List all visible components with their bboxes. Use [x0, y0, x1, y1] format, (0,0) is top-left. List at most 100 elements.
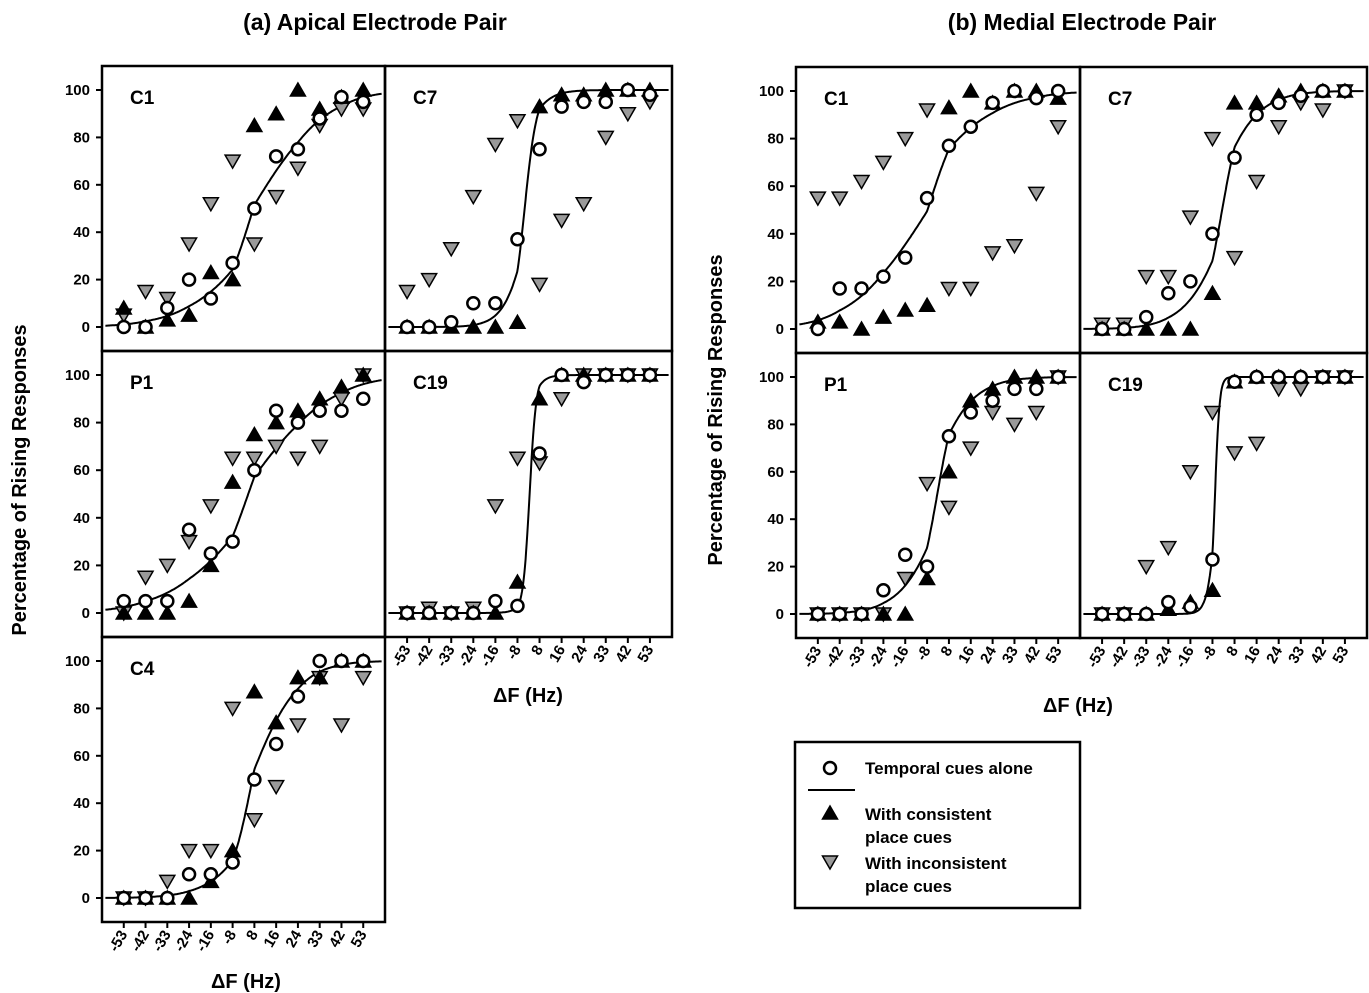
point-temporal: [225, 255, 240, 271]
point-temporal: [1161, 594, 1176, 610]
fit-curve: [1083, 376, 1364, 615]
y-axis-label-a: Percentage of Rising Responses: [9, 324, 31, 635]
point-temporal: [225, 855, 240, 870]
panel-b-c19: C19 -53-42-33-24-16 -8 8 16 24 33 42 53: [1078, 351, 1369, 671]
y-tick-label: 40: [73, 795, 90, 812]
point-inconsistent: [1005, 238, 1024, 255]
fit-curve: [105, 660, 382, 899]
point-inconsistent: [202, 197, 220, 213]
x-tick-label: 42: [1307, 644, 1330, 667]
point-temporal: [1337, 369, 1353, 385]
point-temporal: [203, 546, 219, 561]
point-consistent: [1203, 284, 1222, 301]
point-inconsistent: [289, 451, 307, 467]
x-tick-label: -24: [171, 927, 197, 955]
x-tick-label: -33: [149, 928, 175, 955]
point-consistent: [1159, 320, 1178, 336]
point-inconsistent: [332, 718, 351, 734]
point-temporal: [1271, 369, 1286, 385]
point-temporal: [181, 867, 197, 882]
point-inconsistent: [1247, 174, 1266, 190]
point-consistent: [354, 366, 373, 382]
point-inconsistent: [830, 191, 849, 207]
point-temporal: [138, 890, 153, 906]
point-inconsistent: [136, 284, 155, 300]
point-inconsistent: [158, 291, 177, 308]
x-tick-label: -33: [843, 644, 869, 671]
point-temporal: [1293, 369, 1309, 385]
point-inconsistent: [289, 161, 307, 177]
x-tick-label: -33: [433, 643, 459, 670]
point-temporal: [876, 583, 891, 598]
point-consistent: [245, 425, 264, 442]
y-tick-label: 0: [776, 321, 784, 338]
y-tick-label: 20: [73, 843, 90, 860]
point-consistent: [508, 573, 527, 589]
point-inconsistent: [245, 237, 264, 253]
y-tick-label: 100: [759, 83, 784, 100]
point-consistent: [289, 81, 307, 97]
x-tick-label: 16: [1241, 644, 1264, 667]
point-inconsistent: [530, 277, 549, 293]
x-tick-label: 8: [1223, 644, 1242, 660]
point-inconsistent: [158, 874, 177, 890]
point-consistent: [830, 313, 849, 329]
x-tick-label: -8: [504, 643, 525, 663]
legend-label-inconsistent-2: place cues: [865, 877, 952, 896]
point-temporal: [532, 142, 547, 157]
y-axis-label-b: Percentage of Rising Responses: [705, 254, 727, 565]
point-consistent: [1203, 581, 1222, 598]
point-temporal: [1007, 381, 1022, 397]
point-temporal: [941, 138, 957, 153]
panel-b-c1: C1 0 20 40 60 80 100: [759, 65, 1082, 355]
point-consistent: [310, 669, 329, 685]
point-temporal: [421, 605, 437, 621]
x-tick-label: 53: [1043, 644, 1066, 667]
point-temporal: [1271, 95, 1286, 111]
point-inconsistent: [1269, 382, 1288, 398]
point-inconsistent: [1159, 269, 1178, 286]
legend-marker-temporal: [822, 760, 838, 776]
point-temporal: [225, 534, 240, 549]
point-temporal: [810, 321, 826, 337]
point-temporal: [1227, 150, 1242, 165]
point-temporal: [181, 522, 197, 537]
x-tick-label: -42: [1106, 644, 1132, 671]
y-tick-label: 20: [767, 559, 784, 576]
x-tick-label: 42: [326, 928, 349, 951]
point-temporal: [1029, 381, 1044, 397]
x-tick-label: -53: [106, 928, 132, 955]
point-temporal: [1249, 369, 1264, 385]
point-temporal: [554, 99, 569, 114]
point-inconsistent: [136, 570, 155, 586]
panel-label: C19: [413, 373, 448, 394]
point-temporal: [576, 374, 591, 390]
x-tick-label: 24: [282, 927, 305, 951]
point-consistent: [1247, 94, 1266, 110]
point-temporal: [247, 201, 262, 216]
x-tick-label: -42: [127, 928, 153, 955]
point-temporal: [1183, 599, 1198, 615]
point-inconsistent: [918, 103, 936, 119]
point-temporal: [312, 111, 327, 126]
point-temporal: [919, 559, 935, 574]
point-temporal: [1227, 374, 1242, 389]
point-temporal: [832, 606, 847, 622]
point-temporal: [160, 593, 175, 609]
y-tick-label: 40: [73, 510, 90, 527]
x-tick-label: 42: [1021, 644, 1044, 667]
point-consistent: [961, 82, 980, 98]
y-tick-label: 60: [767, 178, 784, 195]
point-temporal: [897, 250, 913, 265]
x-tick-label: 53: [1329, 644, 1352, 667]
point-temporal: [1293, 88, 1309, 104]
y-tick-label: 100: [65, 82, 90, 99]
point-inconsistent: [223, 451, 242, 467]
point-inconsistent: [983, 405, 1002, 422]
point-inconsistent: [223, 701, 242, 717]
point-consistent: [896, 605, 915, 621]
x-tick-label: -8: [219, 928, 240, 948]
point-consistent: [1005, 368, 1024, 384]
point-consistent: [486, 604, 505, 620]
point-consistent: [1027, 368, 1046, 384]
